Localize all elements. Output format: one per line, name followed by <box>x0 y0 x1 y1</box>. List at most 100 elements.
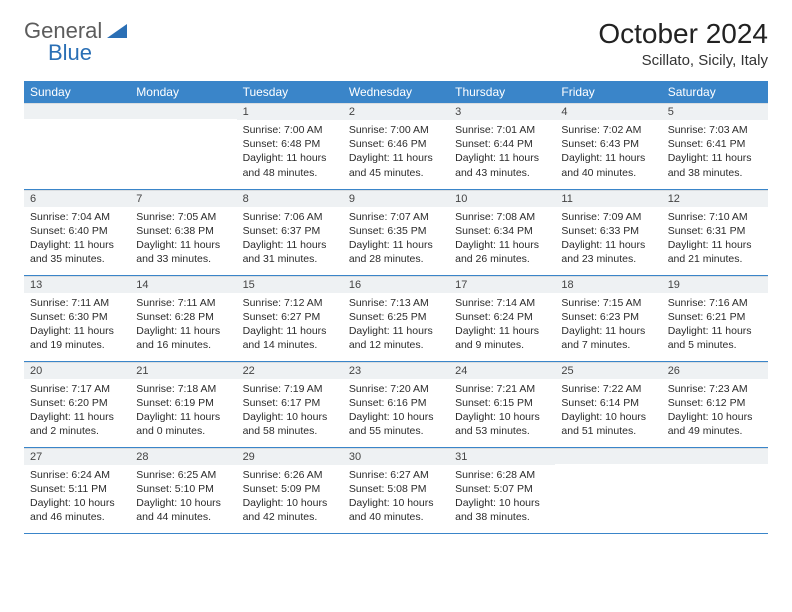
sunset-text: Sunset: 5:08 PM <box>349 482 443 496</box>
calendar-day-cell: 9Sunrise: 7:07 AMSunset: 6:35 PMDaylight… <box>343 189 449 275</box>
sunrise-text: Sunrise: 6:26 AM <box>243 468 337 482</box>
daylight-text: Daylight: 10 hours and 49 minutes. <box>668 410 762 438</box>
calendar-day-cell: 25Sunrise: 7:22 AMSunset: 6:14 PMDayligh… <box>555 361 661 447</box>
daylight-text: Daylight: 11 hours and 2 minutes. <box>30 410 124 438</box>
day-info: Sunrise: 7:15 AMSunset: 6:23 PMDaylight:… <box>555 293 661 357</box>
day-info: Sunrise: 7:02 AMSunset: 6:43 PMDaylight:… <box>555 120 661 184</box>
day-info: Sunrise: 7:03 AMSunset: 6:41 PMDaylight:… <box>662 120 768 184</box>
sunrise-text: Sunrise: 7:01 AM <box>455 123 549 137</box>
day-info: Sunrise: 7:16 AMSunset: 6:21 PMDaylight:… <box>662 293 768 357</box>
daylight-text: Daylight: 11 hours and 45 minutes. <box>349 151 443 179</box>
calendar-day-cell: 21Sunrise: 7:18 AMSunset: 6:19 PMDayligh… <box>130 361 236 447</box>
day-number <box>24 103 130 119</box>
calendar-day-cell: 8Sunrise: 7:06 AMSunset: 6:37 PMDaylight… <box>237 189 343 275</box>
daylight-text: Daylight: 10 hours and 38 minutes. <box>455 496 549 524</box>
daylight-text: Daylight: 11 hours and 0 minutes. <box>136 410 230 438</box>
calendar-table: Sunday Monday Tuesday Wednesday Thursday… <box>24 81 768 534</box>
day-info: Sunrise: 6:28 AMSunset: 5:07 PMDaylight:… <box>449 465 555 529</box>
day-header: Monday <box>130 81 236 103</box>
day-info: Sunrise: 7:00 AMSunset: 6:46 PMDaylight:… <box>343 120 449 184</box>
calendar-day-cell: 26Sunrise: 7:23 AMSunset: 6:12 PMDayligh… <box>662 361 768 447</box>
sunrise-text: Sunrise: 7:00 AM <box>349 123 443 137</box>
calendar-day-cell <box>555 447 661 533</box>
calendar-day-cell: 3Sunrise: 7:01 AMSunset: 6:44 PMDaylight… <box>449 103 555 189</box>
daylight-text: Daylight: 11 hours and 43 minutes. <box>455 151 549 179</box>
day-info <box>130 119 236 179</box>
day-info: Sunrise: 7:13 AMSunset: 6:25 PMDaylight:… <box>343 293 449 357</box>
sunrise-text: Sunrise: 7:12 AM <box>243 296 337 310</box>
day-header: Wednesday <box>343 81 449 103</box>
day-info: Sunrise: 7:19 AMSunset: 6:17 PMDaylight:… <box>237 379 343 443</box>
day-number: 11 <box>555 190 661 207</box>
calendar-day-cell: 23Sunrise: 7:20 AMSunset: 6:16 PMDayligh… <box>343 361 449 447</box>
sunrise-text: Sunrise: 7:11 AM <box>136 296 230 310</box>
daylight-text: Daylight: 11 hours and 31 minutes. <box>243 238 337 266</box>
sunset-text: Sunset: 6:23 PM <box>561 310 655 324</box>
sunset-text: Sunset: 6:46 PM <box>349 137 443 151</box>
day-number: 6 <box>24 190 130 207</box>
day-info: Sunrise: 6:24 AMSunset: 5:11 PMDaylight:… <box>24 465 130 529</box>
day-number: 25 <box>555 362 661 379</box>
sunset-text: Sunset: 5:11 PM <box>30 482 124 496</box>
sunset-text: Sunset: 6:15 PM <box>455 396 549 410</box>
calendar-day-cell <box>662 447 768 533</box>
day-number: 17 <box>449 276 555 293</box>
calendar-day-cell: 16Sunrise: 7:13 AMSunset: 6:25 PMDayligh… <box>343 275 449 361</box>
sunset-text: Sunset: 6:30 PM <box>30 310 124 324</box>
sunset-text: Sunset: 6:40 PM <box>30 224 124 238</box>
day-number: 27 <box>24 448 130 465</box>
sunset-text: Sunset: 6:16 PM <box>349 396 443 410</box>
day-info: Sunrise: 7:14 AMSunset: 6:24 PMDaylight:… <box>449 293 555 357</box>
day-number: 21 <box>130 362 236 379</box>
daylight-text: Daylight: 11 hours and 12 minutes. <box>349 324 443 352</box>
day-info: Sunrise: 7:06 AMSunset: 6:37 PMDaylight:… <box>237 207 343 271</box>
calendar-day-cell: 28Sunrise: 6:25 AMSunset: 5:10 PMDayligh… <box>130 447 236 533</box>
day-number: 26 <box>662 362 768 379</box>
calendar-day-cell: 2Sunrise: 7:00 AMSunset: 6:46 PMDaylight… <box>343 103 449 189</box>
calendar-day-cell: 4Sunrise: 7:02 AMSunset: 6:43 PMDaylight… <box>555 103 661 189</box>
day-info: Sunrise: 7:07 AMSunset: 6:35 PMDaylight:… <box>343 207 449 271</box>
calendar-day-cell: 15Sunrise: 7:12 AMSunset: 6:27 PMDayligh… <box>237 275 343 361</box>
sunset-text: Sunset: 6:35 PM <box>349 224 443 238</box>
calendar-day-cell: 18Sunrise: 7:15 AMSunset: 6:23 PMDayligh… <box>555 275 661 361</box>
day-header: Friday <box>555 81 661 103</box>
sunrise-text: Sunrise: 6:25 AM <box>136 468 230 482</box>
calendar-day-cell: 14Sunrise: 7:11 AMSunset: 6:28 PMDayligh… <box>130 275 236 361</box>
sunrise-text: Sunrise: 6:28 AM <box>455 468 549 482</box>
sunset-text: Sunset: 6:24 PM <box>455 310 549 324</box>
day-number <box>130 103 236 119</box>
day-number: 3 <box>449 103 555 120</box>
calendar-day-cell <box>24 103 130 189</box>
daylight-text: Daylight: 10 hours and 44 minutes. <box>136 496 230 524</box>
sunset-text: Sunset: 5:10 PM <box>136 482 230 496</box>
day-info: Sunrise: 7:11 AMSunset: 6:28 PMDaylight:… <box>130 293 236 357</box>
calendar-day-cell: 5Sunrise: 7:03 AMSunset: 6:41 PMDaylight… <box>662 103 768 189</box>
sunrise-text: Sunrise: 7:13 AM <box>349 296 443 310</box>
calendar-day-cell: 17Sunrise: 7:14 AMSunset: 6:24 PMDayligh… <box>449 275 555 361</box>
sunrise-text: Sunrise: 7:10 AM <box>668 210 762 224</box>
day-number: 23 <box>343 362 449 379</box>
sunset-text: Sunset: 6:20 PM <box>30 396 124 410</box>
day-info: Sunrise: 7:04 AMSunset: 6:40 PMDaylight:… <box>24 207 130 271</box>
sunrise-text: Sunrise: 7:19 AM <box>243 382 337 396</box>
sunset-text: Sunset: 6:25 PM <box>349 310 443 324</box>
daylight-text: Daylight: 11 hours and 35 minutes. <box>30 238 124 266</box>
sunrise-text: Sunrise: 7:04 AM <box>30 210 124 224</box>
daylight-text: Daylight: 11 hours and 23 minutes. <box>561 238 655 266</box>
sunrise-text: Sunrise: 7:16 AM <box>668 296 762 310</box>
calendar-week-row: 6Sunrise: 7:04 AMSunset: 6:40 PMDaylight… <box>24 189 768 275</box>
day-info: Sunrise: 6:25 AMSunset: 5:10 PMDaylight:… <box>130 465 236 529</box>
daylight-text: Daylight: 11 hours and 48 minutes. <box>243 151 337 179</box>
sunrise-text: Sunrise: 7:02 AM <box>561 123 655 137</box>
day-info: Sunrise: 7:18 AMSunset: 6:19 PMDaylight:… <box>130 379 236 443</box>
location: Scillato, Sicily, Italy <box>598 52 768 69</box>
day-number: 10 <box>449 190 555 207</box>
day-info: Sunrise: 7:10 AMSunset: 6:31 PMDaylight:… <box>662 207 768 271</box>
daylight-text: Daylight: 10 hours and 53 minutes. <box>455 410 549 438</box>
day-info: Sunrise: 7:12 AMSunset: 6:27 PMDaylight:… <box>237 293 343 357</box>
calendar-day-cell: 7Sunrise: 7:05 AMSunset: 6:38 PMDaylight… <box>130 189 236 275</box>
sunset-text: Sunset: 6:12 PM <box>668 396 762 410</box>
day-header: Sunday <box>24 81 130 103</box>
day-header: Tuesday <box>237 81 343 103</box>
sunrise-text: Sunrise: 7:08 AM <box>455 210 549 224</box>
